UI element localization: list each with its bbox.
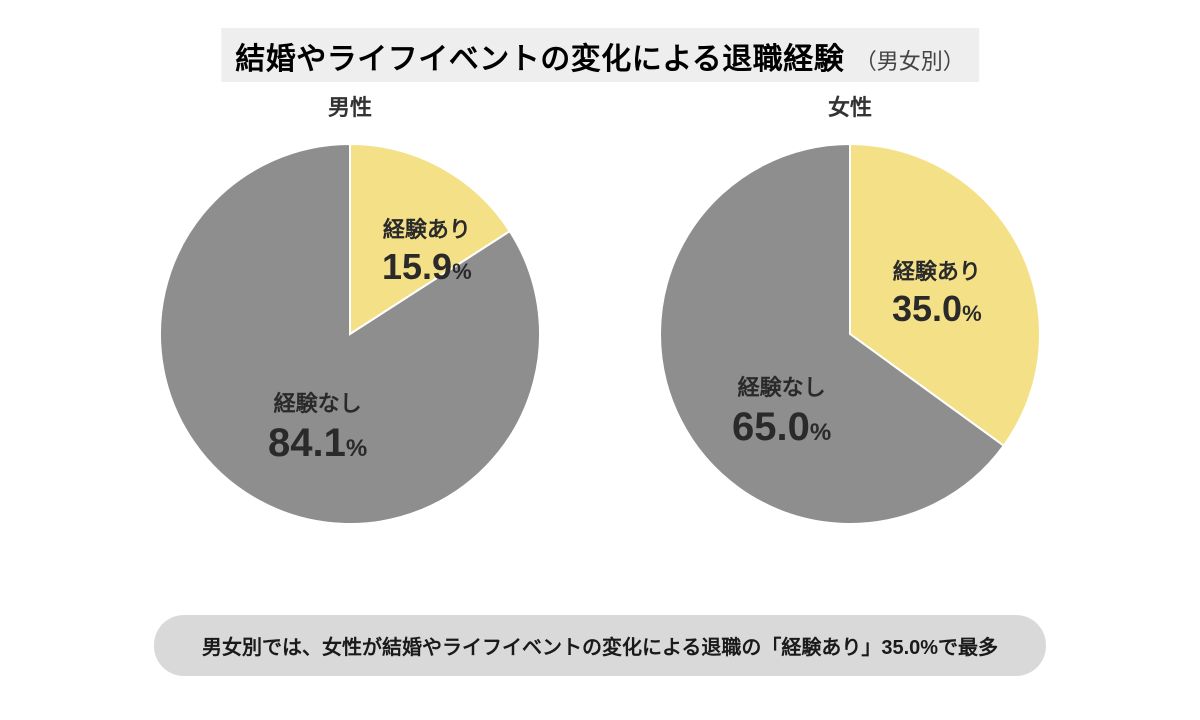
pie-slices-male [160, 144, 540, 524]
chart-panel-female: 女性 経験あり 35.0% 経験なし 65.0% [660, 90, 1040, 524]
chart-heading-female: 女性 [828, 90, 872, 122]
pie-svg-male [160, 144, 540, 524]
charts-region: 男性 経験あり 15.9% 経験なし 84.1% 女性 経験あり 35.0% [0, 90, 1200, 524]
chart-panel-male: 男性 経験あり 15.9% 経験なし 84.1% [160, 90, 540, 524]
title-sub: （男女別） [855, 49, 965, 74]
pie-slices-female [660, 144, 1040, 524]
title-main: 結婚やライフイベントの変化による退職経験 [235, 43, 844, 76]
pie-svg-female [660, 144, 1040, 524]
page-title: 結婚やライフイベントの変化による退職経験 （男女別） [221, 28, 979, 82]
chart-heading-male: 男性 [328, 90, 372, 122]
caption-bar: 男女別では、女性が結婚やライフイベントの変化による退職の「経験あり」35.0%で… [154, 615, 1046, 676]
pie-female: 経験あり 35.0% 経験なし 65.0% [660, 144, 1040, 524]
pie-male: 経験あり 15.9% 経験なし 84.1% [160, 144, 540, 524]
